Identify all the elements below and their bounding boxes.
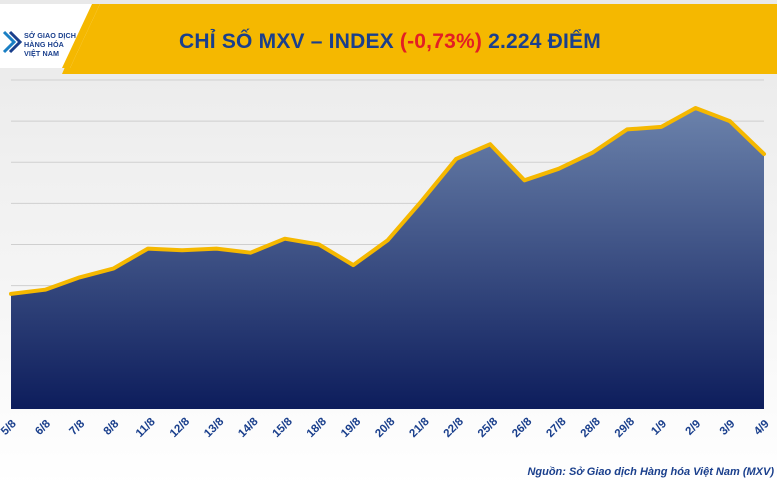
x-tick-label: 11/8 [134,416,158,440]
x-tick-label: 2/9 [684,418,704,438]
source-note: Nguồn: Sở Giao dịch Hàng hóa Việt Nam (M… [527,466,774,478]
x-tick-label: 4/9 [752,418,772,438]
x-tick-label: 13/8 [202,415,227,440]
chart-title: CHỈ SỐ MXV – INDEX (-0,73%) 2.224 ĐIỂM [110,30,670,54]
x-tick-label: 21/8 [407,415,432,440]
area-fill [11,108,764,409]
logo-line-1: SỞ GIAO DỊCH [24,31,77,40]
x-tick-label: 22/8 [442,415,467,440]
title-suffix: 2.224 ĐIỂM [482,30,601,53]
x-tick-label: 3/9 [718,418,738,438]
title-prefix: CHỈ SỐ MXV – INDEX [179,30,400,53]
logo-line-2: HÀNG HÓA [24,40,64,49]
title-change: (-0,73%) [399,30,483,53]
x-tick-label: 29/8 [613,415,638,440]
x-tick-label: 26/8 [510,415,535,440]
series-line [9,106,766,296]
x-tick-label: 6/8 [33,418,53,438]
x-tick-label: 27/8 [544,415,569,440]
x-tick-label: 8/8 [102,418,122,438]
x-tick-label: 19/8 [339,415,364,440]
x-tick-label: 7/8 [67,418,87,438]
logo: SỞ GIAO DỊCH HÀNG HÓA VIỆT NAM [0,10,98,68]
x-tick-label: 12/8 [168,415,193,440]
header-band [0,4,777,74]
logo-line-3: VIỆT NAM [24,49,60,58]
x-tick-label: 20/8 [373,415,398,440]
x-tick-label: 14/8 [236,415,261,440]
x-tick-label: 18/8 [305,415,330,440]
logo-icon [2,30,23,54]
x-tick-label: 28/8 [579,415,604,440]
x-tick-label: 1/9 [649,418,669,438]
x-tick-label: 5/8 [0,418,19,438]
x-tick-label: 25/8 [476,415,501,440]
x-tick-label: 15/8 [271,415,296,440]
